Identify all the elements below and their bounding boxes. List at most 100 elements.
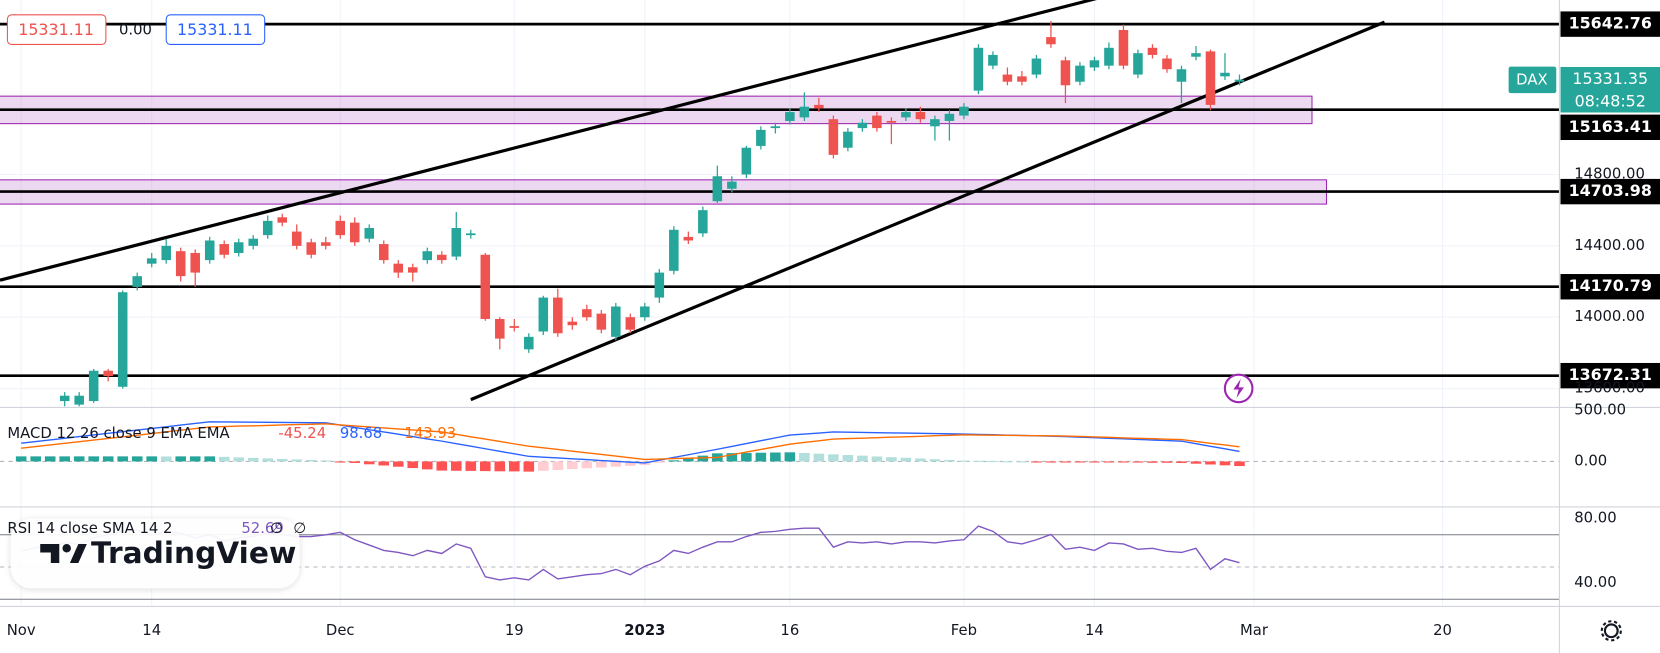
macd-hist-bar — [828, 454, 839, 462]
settings-icon[interactable] — [1600, 620, 1622, 642]
macd-hist-bar — [596, 461, 607, 468]
macd-hist-bar — [88, 456, 99, 462]
macd-hist-bar — [1176, 461, 1187, 463]
candle-body — [1060, 60, 1071, 86]
alert-icon[interactable] — [1223, 373, 1254, 404]
candle-body — [785, 112, 795, 121]
macd-hist-bar — [233, 457, 245, 462]
macd-signal-value: 143.93 — [404, 425, 456, 442]
macd-hist-bar — [929, 459, 941, 462]
candle-body — [146, 258, 157, 264]
candle-body — [277, 217, 288, 223]
candle-body — [1075, 65, 1085, 82]
x-tick-label: 20 — [1433, 622, 1452, 639]
y-tick-label: 40.00 — [1574, 574, 1616, 591]
candle-body — [219, 244, 229, 255]
quote-left: 15331.11 — [18, 20, 94, 39]
level-label: 14170.79 — [1569, 276, 1652, 295]
macd-hist-bar — [857, 455, 868, 462]
macd-hist-bar — [1161, 461, 1173, 463]
candle-body — [88, 370, 99, 402]
quote-right: 15331.11 — [177, 20, 253, 39]
candle-body — [799, 106, 810, 118]
candle-body — [335, 220, 346, 236]
candle-body — [741, 147, 752, 175]
candle-body — [320, 242, 331, 246]
macd-hist-bar — [494, 461, 506, 472]
candle-body — [857, 122, 868, 129]
candle-body — [901, 112, 911, 118]
candle-body — [204, 240, 215, 261]
macd-hist-bar — [1132, 461, 1144, 463]
macd-hist-bar — [160, 456, 172, 462]
macd-hist-bar — [900, 457, 912, 462]
candle-body — [291, 231, 302, 246]
macd-hist-bar — [218, 456, 230, 462]
x-tick-label: Nov — [7, 622, 36, 639]
macd-hist-bar — [102, 456, 114, 462]
candle-body — [161, 245, 171, 261]
macd-hist-bar — [1074, 461, 1086, 463]
candle-body — [364, 228, 375, 239]
candle-body — [712, 176, 723, 202]
candle-body — [973, 47, 984, 91]
candle-body — [828, 119, 839, 155]
macd-hist-bar — [247, 457, 259, 462]
macd-hist-bar — [1147, 461, 1158, 463]
macd-hist-bar — [958, 460, 970, 462]
candle-body — [1162, 58, 1172, 70]
alert-bolt — [1233, 378, 1244, 398]
watermark: TradingView — [10, 518, 300, 589]
candle-body — [553, 297, 563, 334]
candle-body — [59, 395, 70, 402]
candle-body — [640, 306, 650, 318]
rsi-na: ∅ — [270, 520, 283, 537]
level-label-box — [1560, 114, 1660, 141]
candle-body — [1176, 69, 1187, 82]
macd-hist-bar — [523, 461, 535, 472]
macd-hist-bar — [784, 452, 796, 462]
candle-body — [1220, 72, 1230, 77]
macd-hist-bar — [799, 453, 810, 462]
macd-hist-bar — [407, 461, 419, 469]
macd-hist-bar — [1190, 461, 1202, 464]
candle-body — [814, 104, 824, 109]
candle-body — [1191, 53, 1201, 57]
macd-hist-bar — [1031, 461, 1042, 463]
candle-body — [480, 254, 491, 319]
macd-hist-bar — [73, 456, 85, 462]
gear-teeth — [1600, 620, 1622, 642]
macd-hist-bar — [189, 456, 201, 462]
candle-body — [1002, 74, 1013, 82]
macd-hist-bar — [697, 455, 709, 462]
candle-body — [1147, 47, 1158, 55]
macd-hist-bar — [944, 459, 955, 462]
macd-hist-bar — [349, 461, 361, 463]
candle-body — [190, 252, 200, 273]
macd-hist-bar — [175, 456, 187, 462]
macd-hist-bar — [305, 459, 317, 462]
trend-line — [470, 20, 1386, 402]
level-label: 14703.98 — [1569, 181, 1652, 200]
quote-box[interactable] — [165, 14, 266, 45]
candle-body — [1046, 37, 1056, 45]
level-label: 15642.76 — [1569, 14, 1652, 33]
macd-hist-bar — [726, 453, 738, 462]
quote-box[interactable] — [6, 14, 107, 45]
macd-hist-bar — [1118, 461, 1129, 463]
quote-change: 0.00 — [119, 22, 152, 39]
candle-body — [843, 131, 853, 148]
x-tick-label: 14 — [1085, 622, 1104, 639]
x-tick-label: 14 — [142, 622, 161, 639]
macd-value: 98.68 — [340, 425, 382, 442]
candle-body — [1205, 51, 1216, 105]
macd-hist-bar — [117, 456, 128, 462]
macd-hist-bar — [30, 456, 41, 462]
macd-hist-bar — [1002, 461, 1013, 463]
level-label-box — [1560, 274, 1660, 300]
candle-body — [683, 236, 694, 241]
macd-hist-bar — [378, 461, 390, 466]
macd-hist-bar — [668, 460, 680, 462]
macd-hist-bar — [15, 456, 27, 462]
